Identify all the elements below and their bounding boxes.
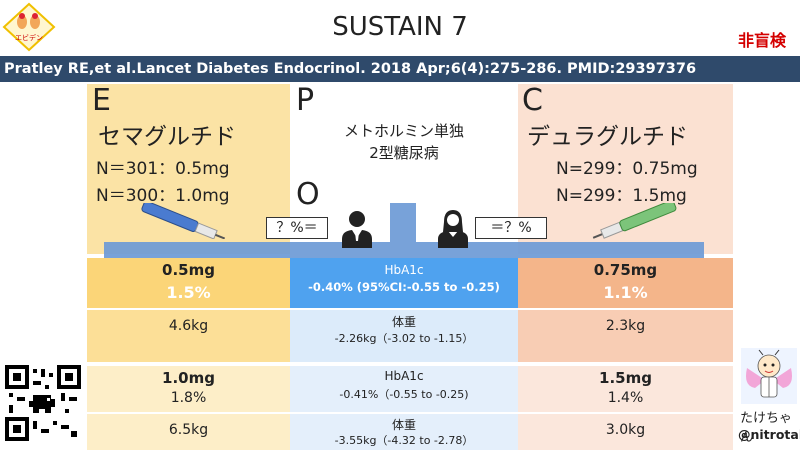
population-line2: 2型糖尿病	[369, 144, 439, 162]
row2-comparison-cell	[518, 310, 733, 362]
pen-injector-icon	[135, 200, 230, 243]
row4-diff-label: 体重	[391, 418, 416, 432]
row1-diff-cell	[290, 258, 518, 308]
row2-exposure-weight: 4.6kg	[168, 318, 209, 334]
population-letter: P	[296, 83, 315, 118]
logo-label: エビデン	[15, 34, 43, 42]
outcome-right-box: ＝？%	[475, 217, 547, 239]
row2-diff-cell	[290, 310, 518, 362]
row1-comparison-hba1c: 1.1%	[603, 283, 648, 302]
comparison-letter: C	[522, 83, 543, 118]
row2-diff-label: 体重	[391, 315, 416, 329]
row1-exposure-hba1c: 1.5%	[166, 283, 211, 302]
row4-comparison-cell	[518, 414, 733, 450]
row3-comparison-cell	[518, 366, 733, 412]
page-title: SUSTAIN 7	[332, 12, 468, 42]
row1-comparison-dose: 0.75mg	[593, 261, 658, 279]
row1-exposure-dose: 0.5mg	[162, 261, 215, 279]
row3-comparison-dose: 1.5mg	[599, 369, 652, 387]
row4-comparison-weight: 3.0kg	[605, 422, 646, 438]
row4-exposure-cell	[87, 414, 290, 450]
row3-exposure-hba1c: 1.8%	[170, 390, 207, 406]
row1-diff-value: -0.40% (95%CI:-0.55 to -0.25)	[308, 280, 500, 294]
open-label-badge: 非盲検	[737, 31, 786, 50]
comparison-drug: デュラグルチド	[527, 124, 688, 150]
row1-comparison-cell	[518, 258, 733, 308]
row4-diff-value: -3.55kg（-4.32 to -2.78）	[334, 434, 474, 447]
row3-exposure-dose: 1.0mg	[162, 369, 215, 387]
comparison-n2: N=299：1.5mg	[556, 186, 687, 206]
row4-diff-cell	[290, 414, 518, 450]
takechan-mascot-image	[741, 348, 797, 404]
citation-bar: Pratley RE,et al.Lancet Diabetes Endocri…	[0, 56, 800, 82]
population-line1: メトホルミン単独	[343, 122, 464, 140]
exposure-n1: N＝301：0.5mg	[96, 159, 230, 179]
row3-diff-label: HbA1c	[384, 369, 424, 383]
outcome-left-box: ？%＝	[266, 217, 328, 239]
female-person-icon	[436, 208, 470, 252]
author-name: たけちゃん	[740, 411, 793, 445]
row3-comparison-hba1c: 1.4%	[607, 390, 644, 406]
row4-exposure-weight: 6.5kg	[168, 422, 209, 438]
pen-injector-icon	[588, 200, 683, 243]
author-handle: @nitrotake	[738, 427, 800, 442]
exposure-drug: セマグルチド	[98, 124, 236, 150]
row3-diff-value: -0.41%（-0.55 to -0.25)	[339, 388, 469, 401]
exposure-n2: N＝300：1.0mg	[96, 186, 230, 206]
male-person-icon	[340, 208, 374, 252]
qr-code-image[interactable]	[5, 365, 81, 441]
row2-comparison-weight: 2.3kg	[605, 318, 646, 334]
exposure-letter: E	[92, 83, 111, 118]
row1-diff-label: HbA1c	[384, 263, 424, 277]
row2-exposure-cell	[87, 310, 290, 362]
outcome-letter: O	[296, 177, 320, 212]
row1-exposure-cell	[87, 258, 290, 308]
row3-diff-cell	[290, 366, 518, 412]
row3-exposure-cell	[87, 366, 290, 412]
comparison-n1: N=299：0.75mg	[556, 159, 698, 179]
evidence-logo: エビデン	[2, 2, 56, 52]
row2-diff-value: -2.26kg（-3.02 to -1.15）	[334, 332, 474, 345]
